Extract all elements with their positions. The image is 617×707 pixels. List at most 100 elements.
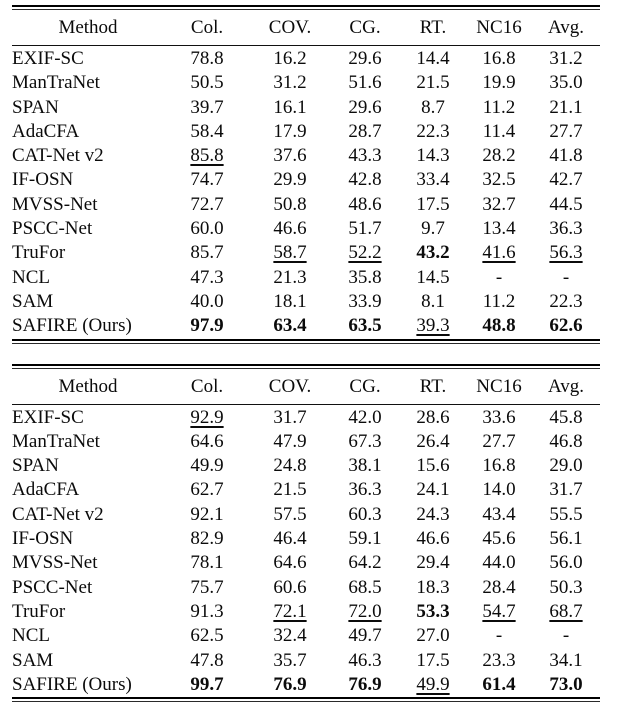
table2-body: EXIF-SC 92.9 31.7 42.0 28.6 33.6 45.8 ManTraNet…	[12, 406, 600, 698]
metric-value: 49.9	[190, 455, 224, 477]
metric-value: 41.8	[549, 145, 583, 167]
metric-value: 62.6	[549, 315, 583, 337]
table-row: AdaCFA 58.4 17.9 28.7 22.3 11.4 27.7	[12, 120, 600, 144]
metric-value: 14.3	[416, 145, 450, 167]
metric-value: -	[495, 625, 503, 647]
table-row: CAT-Net v2 85.8 37.6 43.3 14.3 28.2 41.8	[12, 144, 600, 168]
col-header-cg: CG.	[349, 17, 381, 38]
metric-value: 11.2	[482, 290, 516, 312]
metric-value: 8.7	[421, 96, 445, 118]
table-row: ManTraNet 50.5 31.2 51.6 21.5 19.9 35.0	[12, 71, 600, 95]
metric-value: 35.8	[348, 266, 382, 288]
metric-value: 55.5	[549, 503, 583, 525]
metric-value: 53.3	[416, 600, 450, 622]
metric-value: 39.3	[416, 315, 450, 337]
metric-value: 56.0	[549, 552, 583, 574]
metric-value: 56.3	[549, 242, 583, 264]
col-header-method: Method	[58, 375, 118, 397]
metric-value: 92.1	[190, 503, 224, 525]
metric-value: 97.9	[190, 315, 224, 337]
method-label: NCL	[12, 625, 50, 647]
metric-value: 15.6	[416, 455, 450, 477]
table-row: SAFIRE (Ours) 97.9 63.4 63.5 39.3 48.8 62.6	[12, 314, 600, 338]
results-table-1: Method Col. COV. CG. RT. NC16 Avg. EXIF-…	[12, 5, 600, 344]
metric-value: 46.6	[273, 218, 307, 240]
metric-value: 34.1	[549, 649, 583, 671]
metric-value: 35.7	[273, 649, 307, 671]
metric-value: 37.6	[273, 145, 307, 167]
metric-value: 38.1	[348, 455, 382, 477]
method-label: IF-OSN	[12, 169, 74, 191]
metric-value: 21.1	[549, 96, 583, 118]
metric-value: 29.0	[549, 455, 583, 477]
metric-value: -	[562, 625, 570, 647]
metric-value: 42.7	[549, 169, 583, 191]
metric-value: 91.3	[190, 600, 224, 622]
table-row: NCL 62.5 32.4 49.7 27.0 - -	[12, 624, 600, 648]
table2-bottom-rule	[12, 697, 600, 703]
metric-value: 11.2	[482, 96, 516, 118]
metric-value: 16.8	[482, 455, 516, 477]
metric-value: 29.6	[348, 48, 382, 69]
table1-header-divider-rule	[12, 45, 600, 47]
metric-value: 52.2	[348, 242, 382, 264]
metric-value: 24.1	[416, 479, 450, 501]
metric-value: 62.5	[190, 625, 224, 647]
metric-value: 68.5	[348, 576, 382, 598]
metric-value: 43.2	[416, 242, 450, 264]
method-label: SPAN	[12, 455, 59, 477]
table-row: PSCC-Net 60.0 46.6 51.7 9.7 13.4 36.3	[12, 217, 600, 241]
metric-value: 46.3	[348, 649, 382, 671]
metric-value: 76.9	[348, 673, 382, 695]
metric-value: 29.6	[348, 96, 382, 118]
metric-value: 50.3	[549, 576, 583, 598]
metric-value: 40.0	[190, 290, 224, 312]
metric-value: 46.4	[273, 528, 307, 550]
metric-value: 47.8	[190, 649, 224, 671]
metric-value: 43.3	[348, 145, 382, 167]
metric-value: 76.9	[273, 673, 307, 695]
table2-header-row: Method Col. COV. CG. RT. NC16 Avg.	[12, 369, 600, 404]
metric-value: 23.3	[482, 649, 516, 671]
metric-value: 18.1	[273, 290, 307, 312]
method-label: SAM	[12, 290, 54, 312]
table-row: CAT-Net v2 92.1 57.5 60.3 24.3 43.4 55.5	[12, 503, 600, 527]
metric-value: 46.6	[416, 528, 450, 550]
col-header-col: Col.	[190, 375, 224, 397]
metric-value: 44.5	[549, 193, 583, 215]
method-label: TruFor	[12, 242, 66, 264]
metric-value: 54.7	[482, 600, 516, 622]
method-label: PSCC-Net	[12, 218, 93, 240]
method-label: SAFIRE (Ours)	[12, 315, 132, 337]
metric-value: 58.4	[190, 120, 224, 142]
metric-value: 63.4	[273, 315, 307, 337]
metric-value: 99.7	[190, 673, 224, 695]
metric-value: 43.4	[482, 503, 516, 525]
metric-value: -	[562, 266, 570, 288]
table-row: PSCC-Net 75.7 60.6 68.5 18.3 28.4 50.3	[12, 576, 600, 600]
metric-value: 63.5	[348, 315, 382, 337]
metric-value: 78.8	[190, 48, 224, 69]
metric-value: 57.5	[273, 503, 307, 525]
metric-value: 32.7	[482, 193, 516, 215]
method-label: SAM	[12, 649, 54, 671]
metric-value: 72.7	[190, 193, 224, 215]
metric-value: 28.2	[482, 145, 516, 167]
metric-value: 31.2	[549, 48, 583, 69]
table-row: IF-OSN 82.9 46.4 59.1 46.6 45.6 56.1	[12, 527, 600, 551]
table1-top-rule	[12, 5, 600, 10]
metric-value: 19.9	[482, 72, 516, 94]
metric-value: 60.3	[348, 503, 382, 525]
metric-value: 78.1	[190, 552, 224, 574]
metric-value: 27.0	[416, 625, 450, 647]
table2-header-divider-rule	[12, 403, 600, 406]
metric-value: 58.7	[273, 242, 307, 264]
table-row: SPAN 49.9 24.8 38.1 15.6 16.8 29.0	[12, 454, 600, 478]
metric-value: 24.8	[273, 455, 307, 477]
col-header-nc16: NC16	[476, 375, 522, 397]
metric-value: 18.3	[416, 576, 450, 598]
table-row: AdaCFA 62.7 21.5 36.3 24.1 14.0 31.7	[12, 478, 600, 502]
metric-value: 64.6	[273, 552, 307, 574]
metric-value: 45.8	[549, 406, 583, 428]
